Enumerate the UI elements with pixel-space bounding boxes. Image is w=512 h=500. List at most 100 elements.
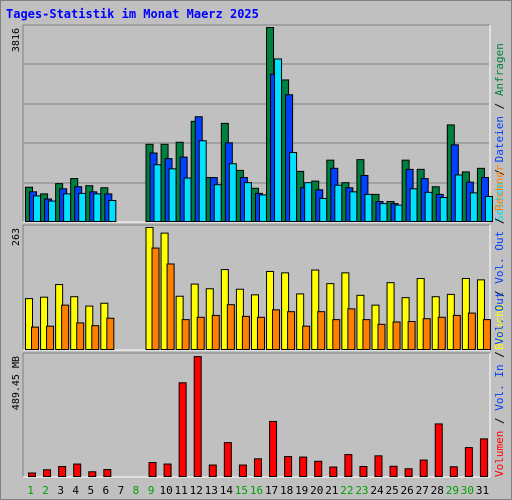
seiten-bar bbox=[108, 200, 117, 223]
day-label: 24 bbox=[370, 484, 384, 497]
volumen-bar bbox=[43, 469, 52, 477]
volume-legend: Volumen / Vol. In / Vol. Out bbox=[493, 292, 506, 477]
rechner-bar bbox=[437, 316, 446, 350]
chart-title: Tages-Statistik im Monat Maerz 2025 bbox=[6, 7, 259, 21]
volumen-bar bbox=[223, 442, 232, 478]
besuche-bar bbox=[296, 293, 305, 350]
day-label: 6 bbox=[103, 484, 110, 497]
rechner-bar bbox=[317, 311, 326, 350]
volumen-bar bbox=[103, 469, 112, 478]
volumen-bar bbox=[329, 466, 338, 477]
seiten-bar bbox=[274, 58, 283, 223]
day-label: 13 bbox=[205, 484, 218, 497]
volumen-bar bbox=[73, 463, 82, 478]
volumen-bar bbox=[434, 423, 443, 478]
rechner-bar bbox=[76, 322, 85, 350]
volume-legend-separator: / bbox=[493, 345, 506, 365]
day-label: 30 bbox=[461, 484, 474, 497]
seiten-bar bbox=[304, 182, 313, 222]
seiten-bar bbox=[424, 191, 433, 223]
day-label: 3 bbox=[57, 484, 64, 497]
besuche-bar bbox=[311, 269, 320, 350]
volumen-bar bbox=[344, 454, 353, 478]
besuche-bar bbox=[386, 282, 395, 350]
day-label: 23 bbox=[355, 484, 368, 497]
volumen-bar bbox=[269, 420, 278, 477]
day-label: 27 bbox=[416, 484, 429, 497]
rechner-bar bbox=[256, 316, 265, 350]
rechner-bar bbox=[196, 316, 205, 350]
day-label: 14 bbox=[220, 484, 234, 497]
seiten-bar bbox=[439, 196, 448, 223]
seiten-bar bbox=[334, 184, 343, 222]
volume-max-label: 489.45 MB bbox=[11, 356, 22, 410]
seiten-bar bbox=[469, 192, 478, 222]
volumen-bar bbox=[238, 464, 247, 477]
volumen-bar bbox=[389, 465, 398, 477]
besuche-bar bbox=[326, 283, 335, 350]
day-label: 22 bbox=[340, 484, 353, 497]
volumen-bar bbox=[253, 458, 262, 477]
hits-legend-dateien: Dateien bbox=[493, 116, 506, 162]
volume-legend-volumen: Volumen bbox=[493, 431, 506, 477]
volumen-bar bbox=[449, 466, 458, 478]
rechner-bar bbox=[272, 309, 281, 351]
besuche-bar bbox=[281, 272, 290, 350]
rechner-bar bbox=[61, 304, 70, 350]
volumen-bar bbox=[359, 466, 368, 478]
day-label: 28 bbox=[431, 484, 444, 497]
rechner-bar bbox=[332, 319, 341, 351]
volume-legend-dateien: Vol. Out bbox=[493, 292, 506, 345]
rechner-bar bbox=[31, 326, 39, 350]
day-label: 31 bbox=[476, 484, 489, 497]
visits-legend-separator: / bbox=[493, 284, 506, 304]
day-label: 26 bbox=[401, 484, 414, 497]
rechner-bar bbox=[211, 314, 220, 350]
volume-legend-dateien: Vol. In bbox=[493, 364, 506, 410]
visits-legend-separator: / bbox=[493, 211, 506, 231]
day-label: 4 bbox=[72, 484, 79, 497]
volume-plot-area bbox=[23, 353, 490, 477]
seiten-bar bbox=[78, 192, 87, 222]
day-label: 1 bbox=[27, 484, 34, 497]
besuche-bar bbox=[40, 296, 49, 351]
volumen-bar bbox=[28, 472, 36, 478]
hits-legend-anfragen: Anfragen bbox=[493, 43, 506, 96]
visits-legend-besuche: Besuche bbox=[493, 304, 506, 350]
day-label: 8 bbox=[133, 484, 140, 497]
rechner-bar bbox=[181, 319, 190, 351]
volumen-bar bbox=[88, 471, 97, 477]
seiten-bar bbox=[198, 140, 207, 223]
hits-legend-separator: / bbox=[493, 96, 506, 116]
volumen-bar bbox=[58, 466, 67, 478]
seiten-bar bbox=[258, 194, 267, 222]
seiten-bar bbox=[289, 151, 298, 222]
rechner-bar bbox=[407, 321, 416, 351]
visits-max-label: 263 bbox=[11, 228, 22, 246]
rechner-bar bbox=[377, 323, 386, 350]
rechner-bar bbox=[106, 317, 115, 351]
besuche-bar bbox=[416, 277, 425, 350]
seiten-bar bbox=[454, 174, 463, 222]
day-label: 19 bbox=[295, 484, 308, 497]
volumen-bar bbox=[374, 455, 383, 477]
visits-legend: Besuche / Vol. Out / Rechner bbox=[493, 164, 506, 350]
rechner-bar bbox=[452, 314, 461, 350]
seiten-bar bbox=[409, 188, 418, 223]
day-label: 7 bbox=[118, 484, 125, 497]
seiten-bar bbox=[349, 191, 358, 223]
seiten-bar bbox=[183, 177, 192, 222]
seiten-bar bbox=[33, 195, 41, 222]
rechner-bar bbox=[46, 325, 55, 350]
hits-max-label: 3816 bbox=[11, 28, 22, 52]
rechner-bar bbox=[347, 308, 356, 351]
volumen-bar bbox=[464, 447, 473, 477]
seiten-bar bbox=[394, 204, 403, 223]
volume-legend-separator: / bbox=[493, 411, 506, 431]
day-label: 18 bbox=[280, 484, 293, 497]
volumen-bar bbox=[404, 468, 413, 477]
day-label: 29 bbox=[446, 484, 459, 497]
rechner-bar bbox=[467, 312, 476, 350]
